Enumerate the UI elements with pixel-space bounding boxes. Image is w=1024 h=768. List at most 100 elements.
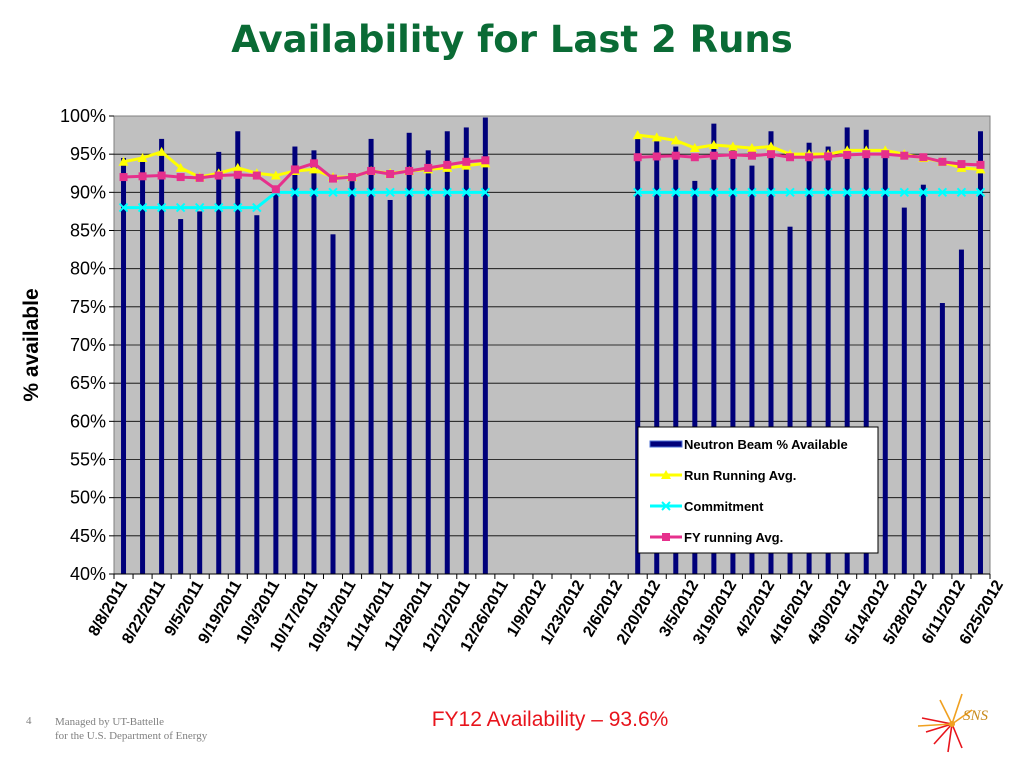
data-point [767, 150, 775, 159]
y-tick-label: 95% [70, 144, 106, 164]
bar [939, 303, 945, 574]
bar [787, 226, 793, 574]
legend-marker [661, 501, 671, 511]
bar [235, 131, 241, 574]
bar [444, 131, 450, 574]
data-point [405, 166, 414, 175]
data-point [632, 130, 643, 140]
data-point [308, 164, 319, 174]
bar [768, 131, 774, 574]
bar [178, 219, 184, 575]
data-point [690, 187, 700, 198]
data-point [975, 187, 986, 198]
data-point [442, 187, 452, 198]
bar [349, 177, 355, 575]
bar [920, 184, 926, 574]
bar [254, 215, 260, 574]
data-point [290, 187, 300, 198]
legend-entry: Commitment [684, 499, 764, 514]
bar [463, 127, 469, 574]
data-point [918, 187, 929, 198]
y-tick-label: 50% [70, 488, 106, 508]
data-point [957, 160, 966, 169]
data-point [271, 185, 280, 194]
data-point [766, 141, 776, 151]
data-point [385, 187, 395, 198]
bar [406, 132, 412, 574]
bar [711, 123, 717, 574]
data-point [175, 202, 186, 213]
data-point [651, 132, 662, 142]
bar [654, 138, 660, 574]
data-point [137, 152, 148, 162]
footer-line-2: for the U.S. Department of Energy [55, 730, 208, 742]
y-tick-label: 65% [70, 373, 106, 393]
legend-marker [662, 533, 670, 541]
data-point [652, 187, 662, 198]
data-point [137, 202, 148, 213]
bar [330, 234, 336, 575]
slide-number: 4 [26, 715, 32, 727]
data-point [671, 151, 680, 160]
data-point [309, 187, 319, 198]
data-point [481, 156, 490, 165]
data-point [938, 157, 947, 166]
data-point [252, 171, 261, 180]
data-point [138, 172, 147, 181]
data-point [252, 202, 262, 213]
data-point [976, 160, 985, 169]
y-tick-label: 75% [70, 297, 106, 317]
data-point [843, 150, 852, 159]
data-point [309, 159, 318, 168]
data-point [747, 187, 757, 198]
bar [292, 146, 298, 575]
data-point [862, 150, 871, 159]
bar [730, 146, 736, 575]
data-point [214, 171, 223, 180]
y-tick-label: 45% [70, 526, 106, 546]
line-series [118, 130, 986, 213]
bar [863, 129, 869, 575]
data-point [975, 164, 986, 174]
bar [901, 207, 907, 574]
data-point [175, 162, 186, 172]
data-point [689, 143, 700, 153]
data-point [156, 146, 167, 156]
data-point [443, 160, 452, 169]
data-point [633, 153, 642, 162]
data-point [670, 135, 681, 145]
data-point [156, 202, 167, 213]
y-tick-label: 85% [70, 221, 106, 241]
data-point [386, 170, 395, 179]
y-tick-label: 70% [70, 335, 106, 355]
data-point [233, 202, 243, 213]
sns-starburst-logo-icon [917, 693, 973, 753]
bar [977, 131, 983, 574]
bar [311, 150, 317, 574]
data-point [728, 150, 737, 159]
bar [844, 127, 850, 574]
data-point [423, 187, 433, 198]
bar [882, 154, 888, 574]
bar [482, 117, 488, 574]
data-point [671, 187, 681, 198]
data-point [119, 173, 128, 182]
data-point [899, 187, 910, 198]
legend-entry: FY running Avg. [684, 530, 783, 545]
data-point [823, 187, 833, 198]
fy12-availability-note: FY12 Availability – 93.6% [431, 708, 669, 731]
data-point [176, 173, 185, 182]
data-point [632, 187, 643, 198]
availability-chart: 40% 45% 50% 55% 60% 65% 70% 75% 80% 85% 90% 95% 100%… [20, 106, 1007, 655]
data-point [424, 163, 433, 172]
bar [806, 142, 812, 574]
data-point [881, 150, 890, 159]
bar [387, 199, 393, 574]
data-point [329, 174, 337, 183]
data-point [824, 152, 833, 161]
legend: Neutron Beam % Available Run Running Avg.… [637, 426, 879, 554]
slide-title: Availability for Last 2 Runs [231, 18, 793, 61]
bar [673, 146, 679, 575]
data-point [786, 153, 795, 162]
data-point [270, 170, 281, 180]
